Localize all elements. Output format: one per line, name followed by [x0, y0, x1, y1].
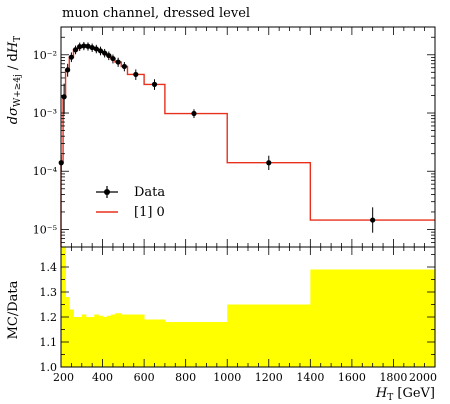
- data-point: [97, 46, 104, 56]
- y-tick-label: 10⁻²: [33, 49, 57, 62]
- ratio-band-bin: [102, 317, 108, 367]
- x-tick-label: 1200: [255, 371, 283, 384]
- data-marker: [97, 48, 104, 54]
- data-point: [81, 41, 87, 51]
- data-point: [191, 109, 197, 119]
- ratio-band-bin: [127, 314, 145, 367]
- data-point: [77, 42, 83, 52]
- data-marker: [89, 44, 95, 51]
- ratio-y-tick-label: 1.1: [40, 336, 58, 349]
- data-marker: [61, 94, 67, 100]
- ratio-band-bin: [85, 317, 91, 367]
- data-point: [65, 63, 71, 77]
- data-point: [68, 52, 74, 63]
- ratio-y-axis-label: MC/Data: [6, 280, 21, 339]
- data-marker: [81, 43, 87, 49]
- legend: Data [1] 0: [96, 185, 165, 220]
- x-tick-label: 1400: [296, 371, 324, 384]
- legend-entry-mc: [1] 0: [96, 205, 165, 220]
- ratio-panel: 1.0 1.1 1.2 1.3 1.4 200 400 600 800 1000 1200 1400 1…: [40, 246, 437, 384]
- chart-title: muon channel, dressed level: [62, 6, 250, 21]
- data-marker: [85, 43, 91, 49]
- x-tick-label: 1000: [213, 371, 241, 384]
- data-marker: [266, 160, 272, 166]
- data-point: [106, 51, 112, 61]
- data-marker: [102, 50, 108, 56]
- x-tick-label: 1800: [379, 371, 407, 384]
- ratio-y-tick-label: 1.2: [40, 311, 58, 324]
- x-tick-label: 400: [92, 371, 113, 384]
- y-tick-label: 10⁻⁵: [33, 223, 57, 236]
- x-tick-label: 600: [134, 371, 155, 384]
- ratio-band-bin: [144, 319, 166, 367]
- data-point: [266, 155, 272, 171]
- ratio-band-bin: [73, 317, 79, 367]
- data-point: [151, 79, 158, 90]
- ratio-band-bin: [164, 322, 228, 367]
- data-marker: [93, 46, 99, 52]
- legend-entry-data: Data: [96, 185, 165, 200]
- legend-label-mc: [1] 0: [134, 205, 165, 220]
- data-marker: [191, 110, 197, 117]
- data-point: [115, 57, 121, 67]
- data-marker: [151, 81, 158, 88]
- data-marker: [133, 71, 139, 78]
- ratio-band-bin: [94, 314, 99, 367]
- top-panel: 10⁻⁵ 10⁻⁴ 10⁻³ 10⁻²: [33, 26, 436, 248]
- y-tick-label: 10⁻⁴: [33, 165, 58, 178]
- ratio-band-bin: [115, 313, 122, 367]
- y-tick-label: 10⁻³: [33, 107, 57, 120]
- ratio-band-bin: [106, 315, 112, 367]
- x-tick-label: 800: [175, 371, 196, 384]
- data-point: [93, 44, 99, 54]
- data-marker: [115, 59, 121, 65]
- ratio-band-bin: [81, 314, 87, 367]
- data-point: [85, 42, 91, 51]
- x-tick-label: 1600: [338, 371, 366, 384]
- data-point: [72, 45, 79, 55]
- ratio-y-tick-label: 1.4: [40, 261, 58, 274]
- mc-histogram-line: [60, 45, 435, 247]
- ratio-band-bin: [227, 304, 311, 367]
- data-marker: [72, 47, 79, 53]
- ratio-y-tick-label: 1.0: [40, 361, 58, 374]
- ratio-band-bin: [65, 297, 70, 367]
- data-point: [370, 207, 376, 233]
- ratio-band-bin: [310, 269, 436, 367]
- data-marker: [110, 55, 116, 62]
- ratio-band-bin: [69, 309, 74, 367]
- data-marker: [106, 52, 112, 59]
- data-point: [133, 69, 139, 80]
- legend-label-data: Data: [134, 185, 165, 200]
- data-point: [110, 54, 116, 64]
- y-axis-label: dσW+≥4j / dHT: [6, 36, 23, 124]
- data-marker: [77, 44, 83, 50]
- ratio-band-bin: [77, 317, 83, 367]
- x-tick-label: 2000: [409, 371, 437, 384]
- ratio-band-bin: [61, 247, 66, 367]
- ratio-band-bin: [98, 315, 103, 367]
- data-marker: [370, 217, 376, 223]
- data-marker: [65, 67, 71, 73]
- data-point: [89, 43, 95, 52]
- x-tick-label: 200: [53, 371, 74, 384]
- data-marker: [121, 63, 127, 70]
- data-marker: [68, 54, 74, 60]
- x-axis-label: HT [GeV]: [375, 386, 435, 403]
- ratio-y-tick-label: 1.3: [40, 286, 58, 299]
- ratio-band-bin: [110, 314, 116, 367]
- ratio-band-bin: [121, 314, 128, 367]
- data-point: [102, 48, 108, 58]
- data-point: [121, 62, 127, 72]
- ratio-band-bin: [90, 317, 95, 367]
